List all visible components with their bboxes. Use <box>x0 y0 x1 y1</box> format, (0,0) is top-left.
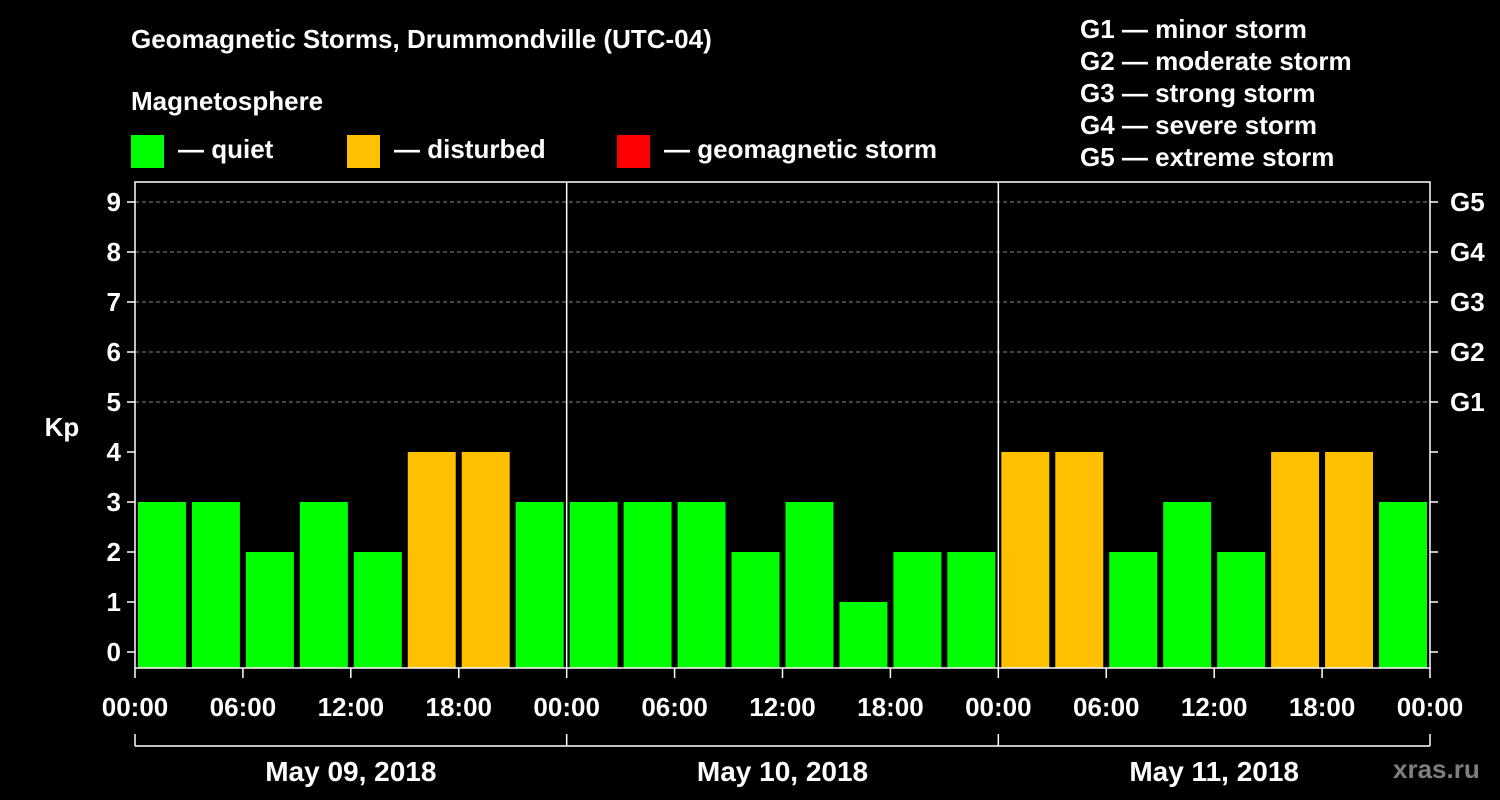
chart-title: Geomagnetic Storms, Drummondville (UTC-0… <box>131 24 712 54</box>
storm-level-g2: G2 — moderate storm <box>1080 46 1352 76</box>
x-tick-label-3: 18:00 <box>426 692 493 722</box>
x-tick-label-11: 18:00 <box>1289 692 1356 722</box>
x-tick-label-2: 12:00 <box>318 692 385 722</box>
x-axis: 00:00 06:00 12:00 18:00 00:00 06:00 12:00 18:00… <box>102 668 1464 787</box>
right-axis: G1 G2 G3 G4 G5 <box>1430 187 1485 653</box>
right-tick-label-g2: G2 <box>1450 337 1485 367</box>
x-tick-label-12: 00:00 <box>1397 692 1464 722</box>
day-label-0: May 09, 2018 <box>265 756 436 787</box>
bar-14 <box>893 552 942 668</box>
y-tick-label-6: 6 <box>107 337 121 367</box>
bar-19 <box>1163 502 1212 668</box>
x-tick-label-5: 06:00 <box>641 692 708 722</box>
grid-lines <box>135 201 1430 403</box>
bar-17 <box>1055 452 1104 668</box>
bar-18 <box>1109 552 1158 668</box>
legend-disturbed-swatch <box>347 135 380 168</box>
right-tick-label-g1: G1 <box>1450 387 1485 417</box>
day-label-2: May 11, 2018 <box>1129 756 1299 787</box>
bar-2 <box>245 552 294 668</box>
legend-storm-label: — geomagnetic storm <box>664 134 938 164</box>
x-tick-label-7: 18:00 <box>857 692 924 722</box>
x-tick-label-10: 12:00 <box>1181 692 1248 722</box>
y-axis: 0 1 2 3 4 5 6 7 8 9 <box>107 187 135 667</box>
storm-level-g3: G3 — strong storm <box>1080 78 1316 108</box>
y-tick-label-7: 7 <box>107 287 121 317</box>
bar-7 <box>515 502 564 668</box>
x-tick-label-9: 06:00 <box>1073 692 1140 722</box>
day-label-1: May 10, 2018 <box>697 756 868 787</box>
bar-9 <box>623 502 672 668</box>
bar-0 <box>138 502 186 668</box>
x-tick-label-1: 06:00 <box>210 692 277 722</box>
bar-1 <box>191 502 240 668</box>
bar-6 <box>461 452 510 668</box>
right-tick-label-g4: G4 <box>1450 237 1485 267</box>
x-tick-label-6: 12:00 <box>749 692 816 722</box>
storm-level-g1: G1 — minor storm <box>1080 14 1307 44</box>
y-tick-label-9: 9 <box>107 187 121 217</box>
right-tick-label-g3: G3 <box>1450 287 1485 317</box>
y-tick-label-1: 1 <box>107 587 121 617</box>
bar-21 <box>1271 452 1320 668</box>
legend-quiet-label: — quiet <box>178 134 274 164</box>
bar-11 <box>731 552 780 668</box>
bar-8 <box>569 502 618 668</box>
bar-5 <box>407 452 456 668</box>
x-tick-label-8: 00:00 <box>965 692 1032 722</box>
legend-quiet-swatch <box>131 135 164 168</box>
bar-12 <box>785 502 834 668</box>
bar-4 <box>353 552 402 668</box>
bar-23 <box>1379 502 1427 668</box>
storm-level-g5: G5 — extreme storm <box>1080 142 1335 172</box>
bar-15 <box>947 552 996 668</box>
storm-level-g4: G4 — severe storm <box>1080 110 1318 140</box>
y-tick-label-8: 8 <box>107 237 121 267</box>
watermark: xras.ru <box>1393 754 1480 784</box>
y-tick-label-4: 4 <box>107 437 122 467</box>
bar-10 <box>677 502 726 668</box>
bar-3 <box>299 502 348 668</box>
bar-13 <box>839 602 888 668</box>
right-tick-label-g5: G5 <box>1450 187 1485 217</box>
y-tick-label-2: 2 <box>107 537 121 567</box>
legend-disturbed-label: — disturbed <box>394 134 546 164</box>
bar-16 <box>1001 452 1050 668</box>
y-tick-label-5: 5 <box>107 387 121 417</box>
y-axis-label: Kp <box>45 412 80 442</box>
chart-subtitle: Magnetosphere <box>131 86 324 116</box>
x-tick-label-4: 00:00 <box>533 692 600 722</box>
legend-storm-swatch <box>617 135 650 168</box>
y-tick-label-3: 3 <box>107 487 121 517</box>
x-tick-label-0: 00:00 <box>102 692 169 722</box>
bar-20 <box>1217 552 1266 668</box>
y-tick-label-0: 0 <box>107 637 121 667</box>
kp-bars <box>138 452 1427 668</box>
bar-22 <box>1325 452 1374 668</box>
